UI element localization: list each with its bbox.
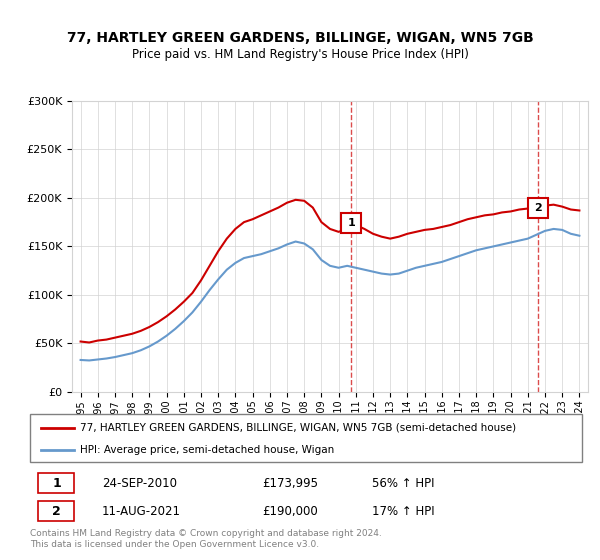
Text: Price paid vs. HM Land Registry's House Price Index (HPI): Price paid vs. HM Land Registry's House … [131, 48, 469, 60]
FancyBboxPatch shape [30, 414, 582, 462]
Text: 56% ↑ HPI: 56% ↑ HPI [372, 477, 435, 490]
FancyBboxPatch shape [38, 501, 74, 521]
Text: 2: 2 [52, 505, 61, 518]
Text: 77, HARTLEY GREEN GARDENS, BILLINGE, WIGAN, WN5 7GB (semi-detached house): 77, HARTLEY GREEN GARDENS, BILLINGE, WIG… [80, 423, 516, 433]
Text: £190,000: £190,000 [262, 505, 317, 518]
Text: 24-SEP-2010: 24-SEP-2010 [102, 477, 177, 490]
Text: 1: 1 [52, 477, 61, 490]
Text: 2: 2 [535, 203, 542, 213]
Text: 11-AUG-2021: 11-AUG-2021 [102, 505, 181, 518]
Text: Contains HM Land Registry data © Crown copyright and database right 2024.
This d: Contains HM Land Registry data © Crown c… [30, 529, 382, 549]
Text: HPI: Average price, semi-detached house, Wigan: HPI: Average price, semi-detached house,… [80, 445, 334, 455]
Text: 1: 1 [347, 218, 355, 228]
Text: £173,995: £173,995 [262, 477, 318, 490]
FancyBboxPatch shape [38, 473, 74, 493]
Text: 17% ↑ HPI: 17% ↑ HPI [372, 505, 435, 518]
Text: 77, HARTLEY GREEN GARDENS, BILLINGE, WIGAN, WN5 7GB: 77, HARTLEY GREEN GARDENS, BILLINGE, WIG… [67, 31, 533, 45]
